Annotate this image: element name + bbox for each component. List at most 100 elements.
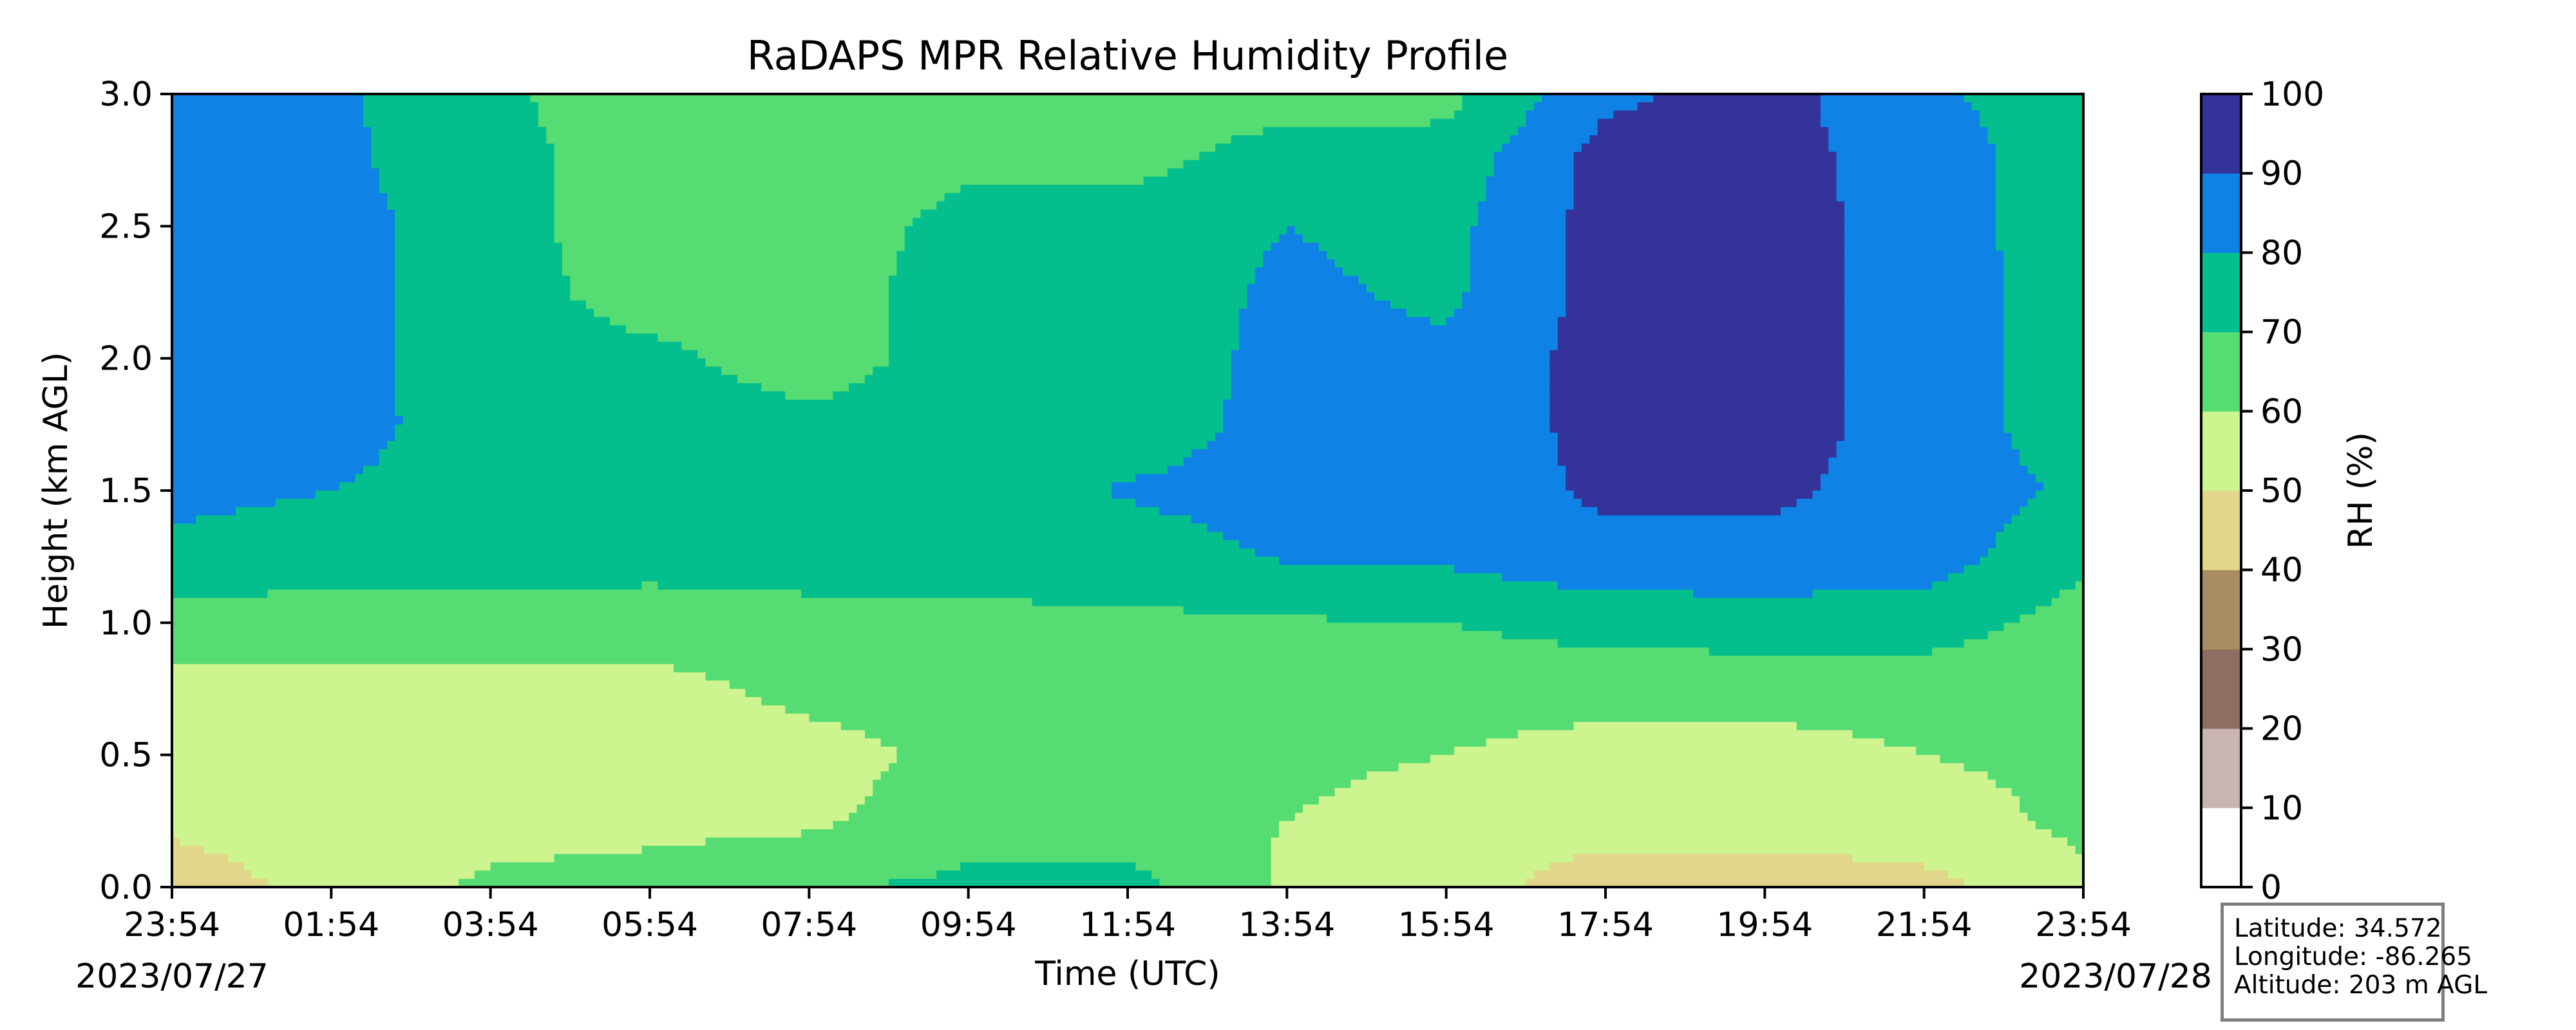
contour-fill — [172, 94, 2083, 887]
rh-band-cell — [1884, 738, 2083, 747]
rh-band-cell — [1239, 317, 1431, 326]
rh-band-cell — [1231, 391, 1551, 400]
rh-band-cell — [1183, 160, 1495, 169]
rh-band-cell — [1820, 482, 2044, 491]
rh-band-cell — [2020, 804, 2083, 814]
rh-band-cell — [562, 267, 898, 277]
rh-band-cell — [1987, 631, 2083, 640]
rh-band-cell — [2027, 498, 2083, 508]
rh-band-cell — [1542, 94, 1654, 103]
rh-band-cell — [1135, 862, 1272, 872]
rh-band-cell — [172, 812, 849, 822]
rh-band-cell — [395, 358, 706, 368]
y-tick-label: 1.0 — [99, 604, 153, 642]
rh-band-cell — [1947, 870, 2083, 879]
station-info-box: Latitude: 34.572 Longitude: -86.265 Alti… — [2221, 903, 2487, 1022]
colorbar-tick-label: 10 — [2260, 789, 2303, 828]
rh-band-cell — [1828, 144, 1996, 153]
rh-band-cell — [1478, 209, 1566, 219]
rh-band-cell — [538, 110, 1455, 120]
rh-band-cell — [1597, 507, 1781, 516]
rh-band-cell — [1398, 763, 1965, 772]
rh-band-cell — [913, 218, 1479, 227]
rh-band-cell — [1573, 185, 1837, 194]
rh-band-cell — [1613, 110, 1821, 120]
rh-band-cell — [386, 201, 555, 211]
rh-band-cell — [554, 151, 1200, 161]
rh-band-cell — [1557, 581, 1933, 590]
rh-band-cell — [1566, 234, 1845, 243]
rh-band-cell — [2003, 358, 2083, 368]
rh-band-cell — [554, 193, 945, 202]
rh-band-cell — [172, 259, 396, 268]
rh-band-cell — [1271, 870, 1535, 879]
rh-band-cell — [1223, 399, 1551, 409]
rh-band-cell — [1271, 838, 2069, 847]
rh-band-cell — [172, 209, 396, 219]
rh-band-cell — [1526, 110, 1615, 120]
rh-band-cell — [1844, 416, 2005, 426]
rh-band-cell — [1844, 424, 2005, 433]
rh-band-cell — [172, 829, 802, 838]
rh-band-cell — [1836, 449, 2020, 458]
rh-band-cell — [2003, 350, 2083, 359]
rh-band-cell — [2020, 507, 2083, 516]
rh-band-cell — [873, 780, 1352, 789]
rh-band-cell — [889, 358, 1232, 368]
rh-band-cell — [705, 672, 2083, 681]
rh-band-cell — [1557, 317, 1845, 326]
rh-band-cell — [371, 151, 555, 161]
rh-band-cell — [1964, 763, 2083, 772]
rh-band-cell — [554, 168, 1168, 178]
rh-band-cell — [1263, 127, 1519, 136]
rh-band-cell — [1271, 243, 1320, 252]
rh-band-cell — [889, 879, 1160, 887]
colorbar-segment — [2201, 491, 2241, 570]
rh-band-cell — [849, 812, 1296, 822]
rh-band-cell — [761, 383, 849, 392]
rh-band-cell — [1327, 250, 1471, 260]
rh-band-cell — [172, 754, 898, 764]
rh-band-cell — [2003, 250, 2083, 260]
rh-band-cell — [1231, 135, 1511, 144]
rh-band-cell — [1828, 457, 2020, 467]
rh-band-cell — [761, 697, 2083, 706]
x-tick-label: 13:54 — [1238, 906, 1335, 944]
rh-band-cell — [729, 680, 2083, 689]
rh-band-cell — [204, 845, 643, 855]
colorbar-tick-label: 60 — [2260, 393, 2303, 431]
rh-band-cell — [1294, 812, 2029, 822]
rh-band-cell — [172, 424, 396, 433]
rh-band-cell — [267, 590, 802, 599]
rh-band-cell — [1566, 243, 1845, 252]
rh-band-cell — [641, 581, 659, 590]
rh-band-cell — [459, 879, 889, 887]
rh-band-cell — [474, 870, 937, 879]
rh-band-cell — [1549, 350, 1845, 359]
rh-band-cell — [562, 259, 898, 268]
rh-band-cell — [1852, 854, 2083, 863]
rh-band-cell — [1964, 639, 2083, 648]
rh-band-cell — [586, 300, 889, 310]
rh-band-cell — [379, 176, 555, 185]
rh-band-cell — [1828, 127, 1989, 136]
rh-band-cell — [172, 118, 364, 128]
rh-band-cell — [697, 350, 889, 359]
rh-band-cell — [1327, 614, 2020, 624]
rh-band-cell — [1239, 308, 1407, 318]
rh-band-cell — [1255, 276, 1359, 285]
rh-band-cell — [1566, 250, 1845, 260]
rh-band-cell — [172, 243, 396, 252]
rh-band-cell — [554, 185, 961, 194]
rh-band-cell — [1844, 325, 2005, 334]
rh-band-cell — [1239, 540, 1996, 549]
rh-band-cell — [172, 507, 236, 516]
rh-band-cell — [1566, 267, 1845, 277]
rh-band-cell — [2003, 391, 2083, 400]
rh-band-cell — [904, 243, 1272, 252]
rh-band-cell — [889, 292, 1248, 301]
rh-band-cell — [1987, 548, 2083, 557]
rh-band-cell — [2003, 407, 2083, 417]
rh-band-cell — [1231, 366, 1551, 376]
rh-band-cell — [889, 350, 1232, 359]
